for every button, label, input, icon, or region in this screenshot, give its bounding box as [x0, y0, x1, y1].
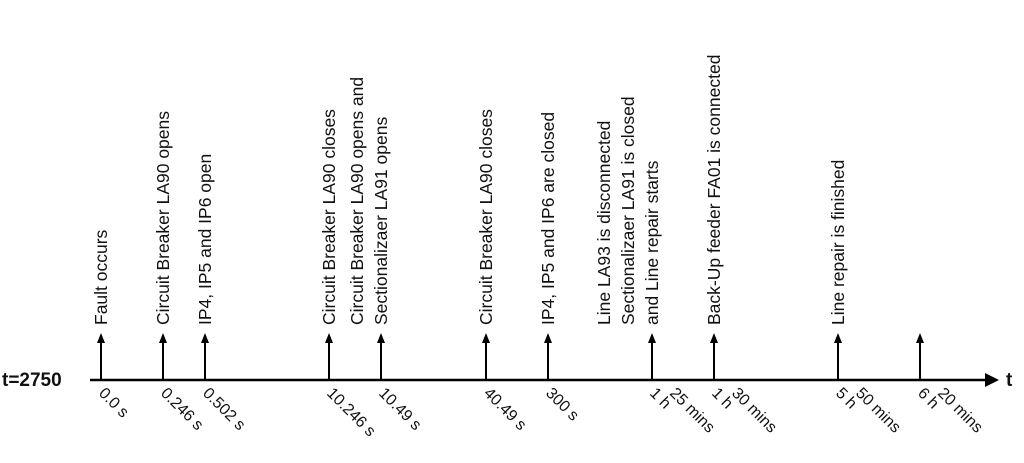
event-arrowhead: [648, 333, 656, 343]
event-time-label: 10.49 s: [375, 385, 424, 434]
time-axis-arrowhead: [985, 373, 999, 387]
event-label: Sectionalizaer LA91 opens: [371, 117, 391, 325]
event-label: IP4, IP5 and IP6 open: [195, 154, 215, 325]
event-time-label: 0.0 s: [95, 385, 132, 422]
event-label: Circuit Breaker LA90 closes: [476, 109, 496, 325]
event-arrowhead: [159, 333, 167, 343]
event-marker: Line LA93 is disconnected Sectionalizaer …: [594, 96, 718, 436]
event-time-label: 10.246 s: [323, 385, 378, 440]
event-label: Line LA93 is disconnected: [594, 121, 614, 325]
event-arrowhead: [325, 333, 333, 343]
event-label: Line repair is finished: [828, 160, 848, 325]
event-label: IP4, IP5 and IP6 are closed: [538, 112, 558, 325]
event-arrowhead: [834, 333, 842, 343]
event-time-label: 0.502 s: [199, 385, 248, 434]
event-arrowhead: [377, 333, 385, 343]
event-label: Circuit Breaker LA90 opens and: [347, 77, 367, 325]
start-time-label: t=2750: [2, 370, 62, 391]
event-arrowhead: [201, 333, 209, 343]
event-time-label: 30 mins: [728, 385, 780, 437]
time-axis-label: t: [1006, 370, 1013, 391]
event-time-label: 25 mins: [666, 385, 718, 437]
event-time-label: 300 s: [542, 385, 582, 425]
event-arrowhead: [916, 333, 924, 343]
event-label: Back-Up feeder FA01 is connected: [704, 55, 724, 325]
event-label: Circuit Breaker LA90 opens: [153, 111, 173, 325]
event-arrowhead: [482, 333, 490, 343]
event-time-label: 20 mins: [934, 385, 986, 437]
event-marker: IP4, IP5 and IP6 open 0.502 s: [195, 154, 248, 434]
event-arrowhead: [710, 333, 718, 343]
event-label: Circuit Breaker LA90 closes: [319, 109, 339, 325]
event-marker: Fault occurs 0.0 s: [91, 229, 132, 421]
event-markers: Fault occurs 0.0 s Circuit Breaker LA90 op…: [91, 55, 986, 441]
event-marker: Circuit Breaker LA90 closes 40.49 s: [476, 109, 529, 434]
event-marker: IP4, IP5 and IP6 are closed 300 s: [538, 112, 582, 425]
event-label: Sectionalizaer LA91 is closed: [618, 96, 638, 325]
event-arrowhead: [97, 333, 105, 343]
event-time-label: 50 mins: [852, 385, 904, 437]
event-time-label: 40.49 s: [480, 385, 529, 434]
event-marker: 6 h20 mins: [914, 333, 986, 436]
event-label: and Line repair starts: [642, 160, 662, 325]
event-arrowhead: [544, 333, 552, 343]
event-time-label: 0.246 s: [157, 385, 206, 434]
event-label: Fault occurs: [91, 229, 111, 325]
